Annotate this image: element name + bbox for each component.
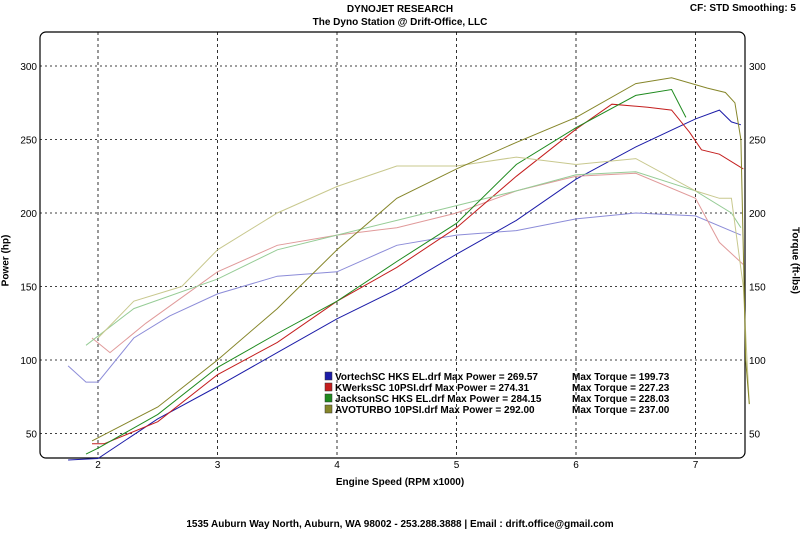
y2-tick-label: 300 bbox=[749, 62, 766, 73]
x-tick-label: 7 bbox=[693, 460, 699, 471]
x-axis-label: Engine Speed (RPM x1000) bbox=[335, 477, 465, 488]
legend-swatch bbox=[324, 404, 333, 414]
x-tick-label: 6 bbox=[573, 460, 579, 471]
torque-line-1 bbox=[91, 172, 744, 354]
legend-swatch bbox=[324, 382, 333, 392]
footer-text: 1535 Auburn Way North, Auburn, WA 98002 … bbox=[186, 519, 614, 530]
torque-line-3 bbox=[97, 156, 750, 405]
y2-tick-label: 250 bbox=[749, 136, 766, 147]
settings-label: CF: STD Smoothing: 5 bbox=[689, 3, 796, 14]
y-tick-label: 100 bbox=[20, 356, 37, 367]
x-tick-label: 3 bbox=[215, 460, 221, 471]
power-line-2 bbox=[85, 88, 687, 455]
legend-name: AVOTURBO 10PSI.drf Max Power = 292.00 bbox=[335, 405, 535, 416]
x-tick-label: 2 bbox=[95, 460, 101, 471]
legend-name: JacksonSC HKS EL.drf Max Power = 284.15 bbox=[335, 394, 542, 405]
y-tick-label: 250 bbox=[20, 136, 37, 147]
y-tick-label: 150 bbox=[20, 283, 37, 294]
chart-subtitle: The Dyno Station @ Drift-Office, LLC bbox=[312, 17, 488, 28]
power-line-1 bbox=[92, 103, 744, 445]
power-line-0 bbox=[68, 109, 742, 461]
chart-title: DYNOJET RESEARCH bbox=[346, 4, 454, 15]
legend-torque: Max Torque = 199.73 bbox=[572, 372, 670, 383]
legend-swatch bbox=[324, 393, 333, 403]
y2-tick-label: 50 bbox=[749, 430, 761, 441]
y-tick-label: 50 bbox=[26, 430, 38, 441]
y-axis-label: Power (hp) bbox=[0, 234, 12, 287]
legend-torque: Max Torque = 237.00 bbox=[572, 405, 670, 416]
legend-name: VortechSC HKS EL.drf Max Power = 269.57 bbox=[335, 372, 538, 383]
torque-line-0 bbox=[67, 212, 742, 383]
legend-torque: Max Torque = 228.03 bbox=[572, 394, 670, 405]
legend-torque: Max Torque = 227.23 bbox=[572, 383, 670, 394]
plot-frame bbox=[39, 31, 746, 459]
x-tick-label: 4 bbox=[334, 460, 340, 471]
y-tick-label: 300 bbox=[20, 62, 37, 73]
torque-line-2 bbox=[85, 171, 742, 346]
y-tick-label: 200 bbox=[20, 209, 37, 220]
y2-tick-label: 100 bbox=[749, 356, 766, 367]
y2-tick-label: 150 bbox=[749, 283, 766, 294]
power-line-3 bbox=[91, 77, 750, 442]
y2-tick-label: 200 bbox=[749, 209, 766, 220]
x-tick-label: 5 bbox=[454, 460, 460, 471]
legend-swatch bbox=[324, 371, 333, 381]
legend-name: KWerksSC 10PSI.drf Max Power = 274.31 bbox=[335, 383, 530, 394]
y2-axis-label: Torque (ft-lbs) bbox=[789, 226, 800, 295]
